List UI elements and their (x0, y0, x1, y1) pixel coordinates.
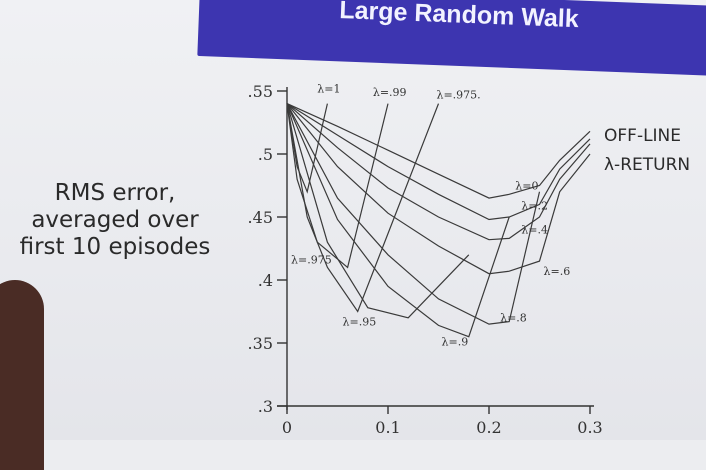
y-tick-label: .4 (258, 271, 273, 290)
x-tick-label: 0 (282, 418, 292, 437)
legend-title-line-1: OFF-LINE (604, 126, 681, 146)
series-line-2 (286, 103, 591, 241)
series-line-0 (286, 103, 591, 199)
chart-axes: 0 0.1 0.2 0.3 .3 .35 .4 .45 .5 .55 (248, 82, 603, 437)
y-tick-label: .3 (258, 397, 273, 416)
series-line-5 (286, 103, 510, 338)
x-tick-label: 0.1 (375, 418, 400, 437)
y-axis-label-text: RMS error, averaged over first 10 episod… (19, 180, 211, 260)
curve-labels-layer: λ=1 λ=.99 λ=.975. λ=0 λ=.2 λ=.4 λ=.6 λ=.8 λ=.9 λ=… (291, 82, 570, 348)
curve-label: λ=1 (317, 82, 340, 95)
legend-title-line-2: λ-RETURN (604, 155, 690, 175)
rms-error-chart: 0 0.1 0.2 0.3 .3 .35 .4 .45 .5 .55 λ=1 λ=.99 λ=.975… (248, 82, 691, 437)
y-tick-label: .5 (258, 145, 273, 164)
curve-label: λ=.975 (291, 254, 332, 267)
series-line-8 (286, 103, 389, 269)
y-tick-label: .55 (248, 82, 273, 101)
y-axis-label: RMS error, averaged over first 10 episod… (8, 180, 222, 261)
series-line-4 (286, 103, 541, 325)
y-tick-label: .35 (248, 334, 273, 353)
curve-label: λ=.6 (544, 265, 571, 278)
curve-label: λ=.99 (373, 86, 407, 99)
curve-label: λ=0 (515, 179, 538, 192)
series-line-3 (286, 103, 591, 275)
presenter-silhouette (0, 280, 44, 470)
y-tick-label: .45 (248, 208, 273, 227)
curve-label: λ=.2 (521, 199, 548, 212)
curve-label: λ=.9 (442, 336, 469, 349)
curve-label: λ=.95 (343, 315, 377, 328)
curve-label: λ=.975. (436, 89, 480, 102)
slide-background (0, 0, 706, 440)
curve-label: λ=.8 (500, 312, 527, 325)
x-tick-label: 0.3 (577, 418, 602, 437)
x-tick-label: 0.2 (476, 418, 501, 437)
series-line-1 (286, 103, 591, 221)
series-layer (286, 103, 591, 338)
curve-label: λ=.4 (521, 223, 548, 236)
series-line-9 (286, 103, 328, 194)
series-line-6 (286, 103, 470, 319)
series-line-7 (286, 103, 440, 313)
